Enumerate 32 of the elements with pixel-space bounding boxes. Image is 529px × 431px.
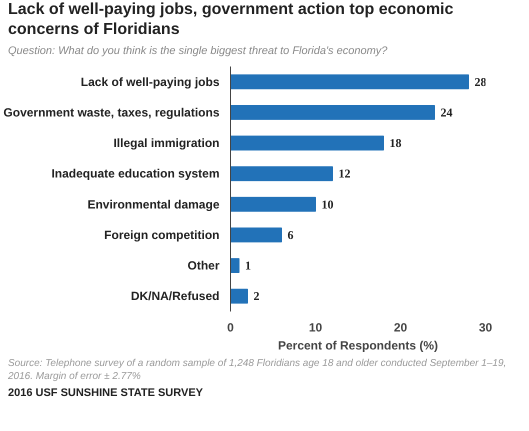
data-label: 6 [288, 228, 294, 242]
y-tick-label: Other [187, 258, 220, 273]
bar [230, 196, 316, 212]
source-note: Source: Telephone survey of a random sample of 1,248 Floridians age 18 and older conducted September 1–19, 2016. Margin of error ± 2.77% [8, 357, 508, 383]
bar [230, 74, 469, 90]
y-tick-label: Government waste, taxes, regulations [3, 105, 220, 120]
x-tick-label: 20 [394, 320, 408, 334]
data-label: 1 [245, 258, 251, 273]
y-tick-label: Lack of well-paying jobs [80, 74, 220, 89]
data-label: 12 [338, 166, 350, 181]
chart-subtitle: Question: What do you think is the single biggest threat to Florida's economy? [8, 44, 388, 59]
text: 2016 USF SUNSHINE STATE SURVEY [8, 387, 203, 400]
x-tick-label: 30 [478, 320, 492, 334]
bar [230, 258, 240, 273]
data-label: 24 [440, 105, 452, 120]
y-tick-label: Environmental damage [87, 197, 220, 212]
bar [230, 228, 282, 242]
x-tick-label: 10 [308, 320, 322, 334]
data-label: 2 [254, 289, 260, 304]
y-tick-label: Inadequate education system [51, 166, 220, 181]
chart-title: Lack of well-paying jobs, government action top economic concerns of Floridians [8, 0, 454, 40]
bar [230, 136, 384, 150]
y-tick-label: Foreign competition [104, 228, 220, 242]
bar [230, 288, 248, 304]
x-tick-label: 0 [227, 320, 234, 334]
data-label: 10 [322, 197, 334, 212]
y-tick-label: DK/NA/Refused [130, 289, 220, 304]
bar [230, 166, 333, 182]
bar [230, 105, 435, 120]
x-axis-title: Percent of Respondents (%) [278, 338, 438, 352]
data-label: 18 [390, 136, 402, 150]
y-tick-label: Illegal immigration [113, 136, 220, 150]
